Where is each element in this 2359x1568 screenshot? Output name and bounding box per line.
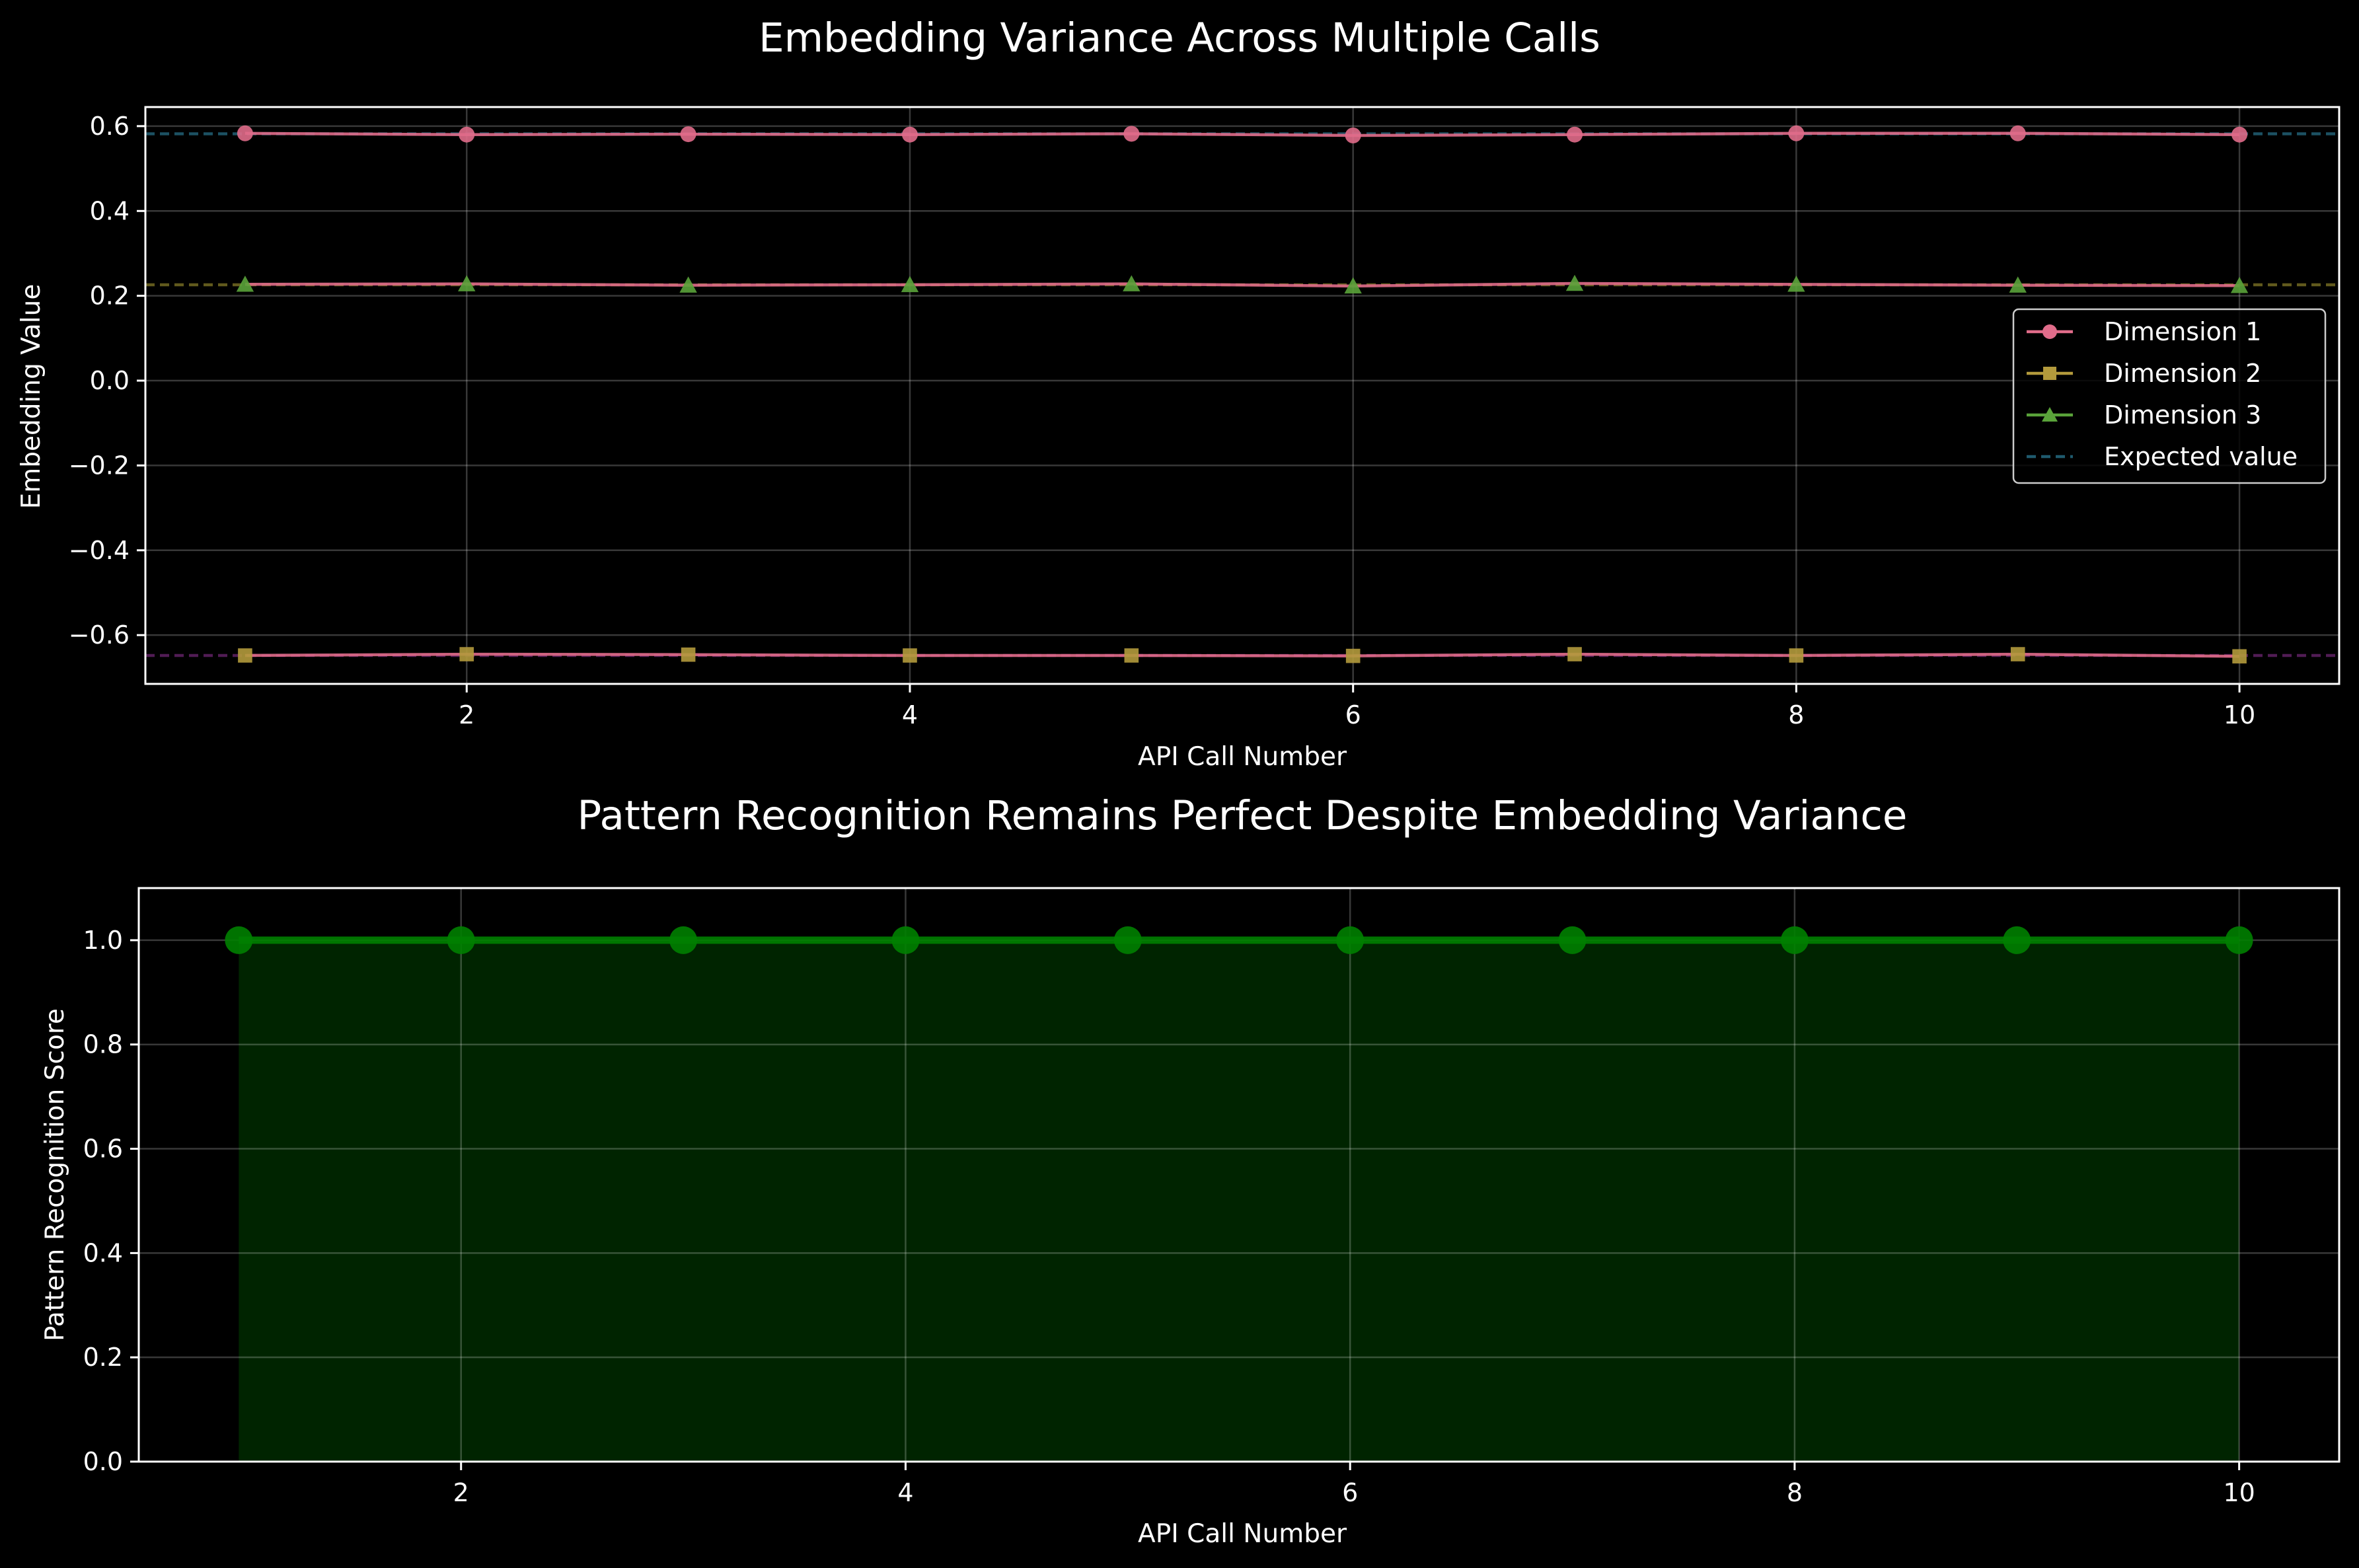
- data-point: [458, 275, 476, 291]
- y-axis-label: Embedding Value: [17, 284, 46, 509]
- legend-marker: [2042, 407, 2058, 422]
- data-point: [2010, 647, 2025, 661]
- embedding-variance-chart: Embedding Variance Across Multiple Calls…: [17, 15, 2340, 772]
- y-tick-label: 0.4: [83, 1238, 123, 1267]
- chart-title: Embedding Variance Across Multiple Calls: [759, 15, 1600, 61]
- legend-label: Dimension 1: [2104, 317, 2261, 346]
- y-tick-label: 0.4: [90, 196, 130, 225]
- data-point: [1567, 647, 1582, 661]
- data-point: [2231, 126, 2248, 143]
- data-point: [903, 648, 917, 663]
- y-tick-label: 0.0: [83, 1447, 123, 1476]
- y-tick-label: 0.6: [83, 1135, 123, 1164]
- series-line: [244, 281, 2240, 288]
- y-tick-label: −0.6: [69, 620, 130, 650]
- x-tick-label: 10: [2223, 1478, 2255, 1507]
- y-tick-label: 0.8: [83, 1030, 123, 1059]
- x-tick-label: 8: [1787, 1478, 1803, 1507]
- series-group: [225, 926, 2253, 954]
- data-point: [236, 276, 254, 292]
- y-tick-label: 1.0: [83, 926, 123, 955]
- data-point: [1336, 926, 1365, 954]
- data-point: [459, 126, 475, 143]
- x-tick-label: 6: [1342, 1478, 1358, 1507]
- y-tick-label: 0.0: [90, 366, 130, 395]
- series-group: [236, 125, 2249, 664]
- data-point: [1788, 125, 1805, 141]
- data-point: [237, 125, 253, 141]
- data-point: [1558, 926, 1587, 954]
- data-point: [1345, 128, 1361, 144]
- data-point: [1780, 926, 1809, 954]
- data-point: [2009, 276, 2027, 293]
- x-tick-label: 4: [902, 700, 918, 729]
- legend-box: [2012, 308, 2327, 484]
- legend-label: Dimension 2: [2104, 359, 2261, 388]
- data-point: [2230, 277, 2249, 293]
- data-point: [2009, 125, 2026, 141]
- series-line: [244, 652, 2240, 658]
- data-point: [1123, 275, 1141, 291]
- data-point: [1344, 277, 1362, 294]
- data-point: [2225, 926, 2253, 954]
- y-tick-label: 0.2: [83, 1343, 123, 1372]
- data-point: [1565, 274, 1584, 291]
- grid: [145, 107, 2339, 684]
- legend-entry: Expected value: [2027, 442, 2298, 471]
- axis-ticks: 2 4 6 8 10 −0.6 −0.4 −0.2 0.0 0.2 0.4 0.6: [69, 112, 2256, 729]
- area-fill-group: [239, 940, 2239, 1462]
- legend-label: Expected value: [2104, 442, 2298, 471]
- x-tick-label: 2: [453, 1478, 469, 1507]
- data-point: [459, 647, 474, 661]
- legend-label: Dimension 3: [2104, 400, 2261, 429]
- plot-frame: [144, 106, 2340, 685]
- data-point: [669, 926, 698, 954]
- x-tick-label: 4: [897, 1478, 913, 1507]
- legend-entry: Dimension 3: [2027, 400, 2261, 429]
- chart-title: Pattern Recognition Remains Perfect Desp…: [578, 792, 1908, 839]
- plot-frame: [137, 887, 2340, 1463]
- x-tick-label: 2: [459, 700, 474, 729]
- x-axis-label: API Call Number: [1138, 1519, 1347, 1549]
- data-point: [2232, 649, 2247, 664]
- data-point: [1567, 126, 1583, 143]
- y-tick-label: 0.2: [90, 281, 130, 311]
- data-point: [680, 126, 696, 143]
- data-point: [2003, 926, 2031, 954]
- series-line: [244, 131, 2240, 137]
- y-tick-label: 0.6: [90, 112, 130, 141]
- data-point: [901, 126, 918, 143]
- data-point: [1789, 648, 1804, 663]
- data-point: [679, 276, 697, 293]
- data-point: [1345, 648, 1361, 663]
- x-tick-label: 8: [1788, 700, 1804, 729]
- data-point: [891, 926, 920, 954]
- data-point: [238, 648, 252, 663]
- y-tick-label: −0.2: [69, 451, 130, 480]
- data-point: [447, 926, 475, 954]
- legend-marker: [2043, 367, 2056, 380]
- data-point: [1124, 648, 1139, 663]
- area-fill: [239, 940, 2239, 1462]
- data-point: [225, 926, 253, 954]
- data-point: [1113, 926, 1142, 954]
- y-tick-label: −0.4: [69, 536, 130, 565]
- x-tick-label: 10: [2224, 700, 2255, 729]
- data-point: [1787, 276, 1805, 292]
- data-point: [681, 647, 696, 662]
- data-point: [901, 276, 919, 293]
- y-axis-label: Pattern Recognition Score: [40, 1008, 70, 1341]
- legend-entry: Dimension 1: [2027, 317, 2261, 346]
- x-tick-label: 6: [1345, 700, 1361, 729]
- pattern-recognition-chart: Pattern Recognition Remains Perfect Desp…: [40, 792, 2340, 1549]
- axis-ticks: 2 4 6 8 10 0.0 0.2 0.4 0.6 0.8 1.0: [83, 926, 2255, 1507]
- legend-entry: Dimension 2: [2027, 359, 2261, 388]
- data-point: [1123, 126, 1140, 142]
- legend: Dimension 1 Dimension 2 Dimension 3 Expe…: [2012, 308, 2327, 484]
- x-axis-label: API Call Number: [1138, 742, 1347, 772]
- legend-marker: [2042, 324, 2057, 339]
